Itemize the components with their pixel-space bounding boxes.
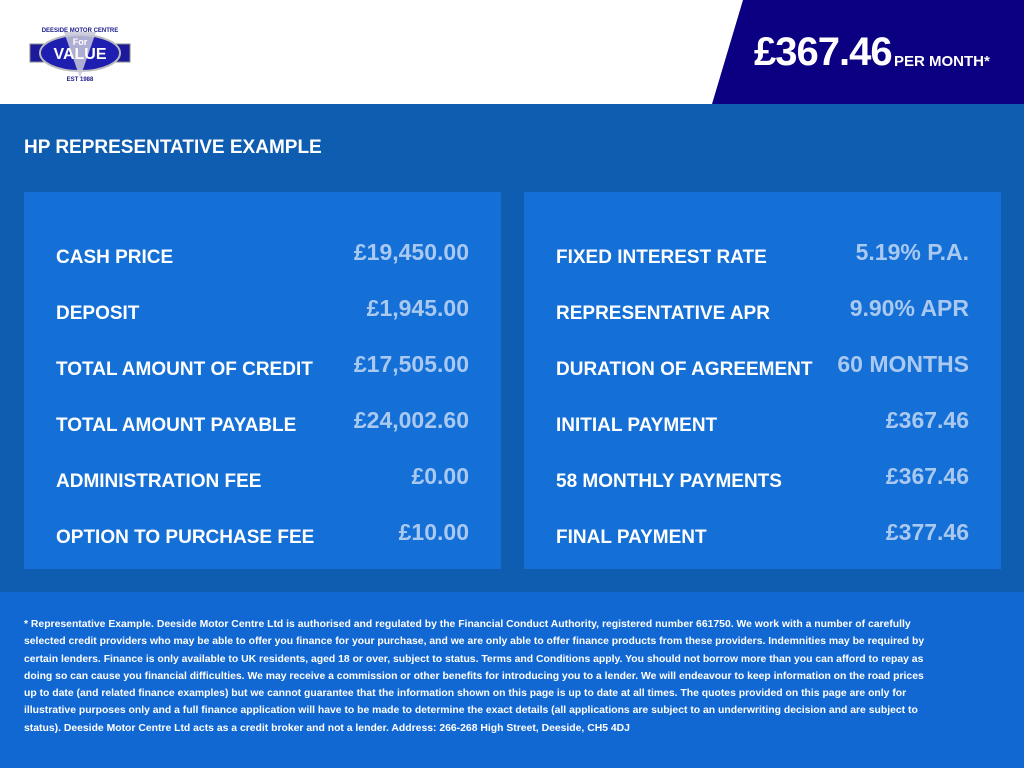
footer: * Representative Example. Deeside Motor … [0,592,1024,768]
row-value: £0.00 [411,462,469,489]
row-value: £24,002.60 [353,406,469,433]
finance-panel-right: FIXED INTEREST RATE 5.19% P.A. REPRESENTA… [524,192,1001,569]
finance-row: CASH PRICE £19,450.00 [56,224,469,280]
row-value: £10.00 [398,518,469,545]
finance-row: ADMINISTRATION FEE £0.00 [56,448,469,504]
header: DEESIDE MOTOR CENTRE For VALUE EST 1988 … [0,0,1024,104]
row-label: DEPOSIT [56,303,140,324]
row-label: DURATION OF AGREEMENT [556,359,813,380]
row-label: FIXED INTEREST RATE [556,247,767,268]
finance-row: TOTAL AMOUNT OF CREDIT £17,505.00 [56,336,469,392]
row-label: CASH PRICE [56,247,174,268]
finance-row: REPRESENTATIVE APR 9.90% APR [556,280,969,336]
row-value: £19,450.00 [353,238,469,265]
per-month-label: PER MONTH* [894,53,990,70]
row-value: £367.46 [885,462,969,489]
row-label: REPRESENTATIVE APR [556,303,770,324]
row-value: £377.46 [885,518,969,545]
dealer-logo: DEESIDE MOTOR CENTRE For VALUE EST 1988 [29,28,131,83]
row-label: TOTAL AMOUNT OF CREDIT [56,359,313,380]
row-label: TOTAL AMOUNT PAYABLE [56,415,297,436]
row-value: £17,505.00 [353,350,469,377]
row-label: FINAL PAYMENT [556,527,707,548]
finance-panel-left: CASH PRICE £19,450.00 DEPOSIT £1,945.00 TO… [24,192,501,569]
finance-row: FINAL PAYMENT £377.46 [556,504,969,560]
row-label: OPTION TO PURCHASE FEE [56,527,315,548]
row-label: ADMINISTRATION FEE [56,471,262,492]
finance-row: DEPOSIT £1,945.00 [56,280,469,336]
svg-text:VALUE: VALUE [53,46,106,63]
monthly-price-box [712,0,1024,104]
row-label: INITIAL PAYMENT [556,415,718,436]
svg-text:For: For [73,37,88,47]
row-value: 9.90% APR [849,294,969,321]
finance-row: FIXED INTEREST RATE 5.19% P.A. [556,224,969,280]
svg-text:DEESIDE MOTOR CENTRE: DEESIDE MOTOR CENTRE [42,28,119,34]
finance-row: 58 MONTHLY PAYMENTS £367.46 [556,448,969,504]
finance-row: DURATION OF AGREEMENT 60 MONTHS [556,336,969,392]
finance-row: OPTION TO PURCHASE FEE £10.00 [56,504,469,560]
finance-row: INITIAL PAYMENT £367.46 [556,392,969,448]
svg-text:EST 1988: EST 1988 [67,77,94,83]
row-value: 5.19% P.A. [855,238,969,265]
page-title: HP REPRESENTATIVE EXAMPLE [24,137,322,158]
row-value: £367.46 [885,406,969,433]
finance-row: TOTAL AMOUNT PAYABLE £24,002.60 [56,392,469,448]
disclaimer-text: * Representative Example. Deeside Motor … [24,619,925,734]
row-label: 58 MONTHLY PAYMENTS [556,471,782,492]
row-value: 60 MONTHS [837,350,969,377]
monthly-price: £367.46 [754,30,893,74]
row-value: £1,945.00 [366,294,469,321]
